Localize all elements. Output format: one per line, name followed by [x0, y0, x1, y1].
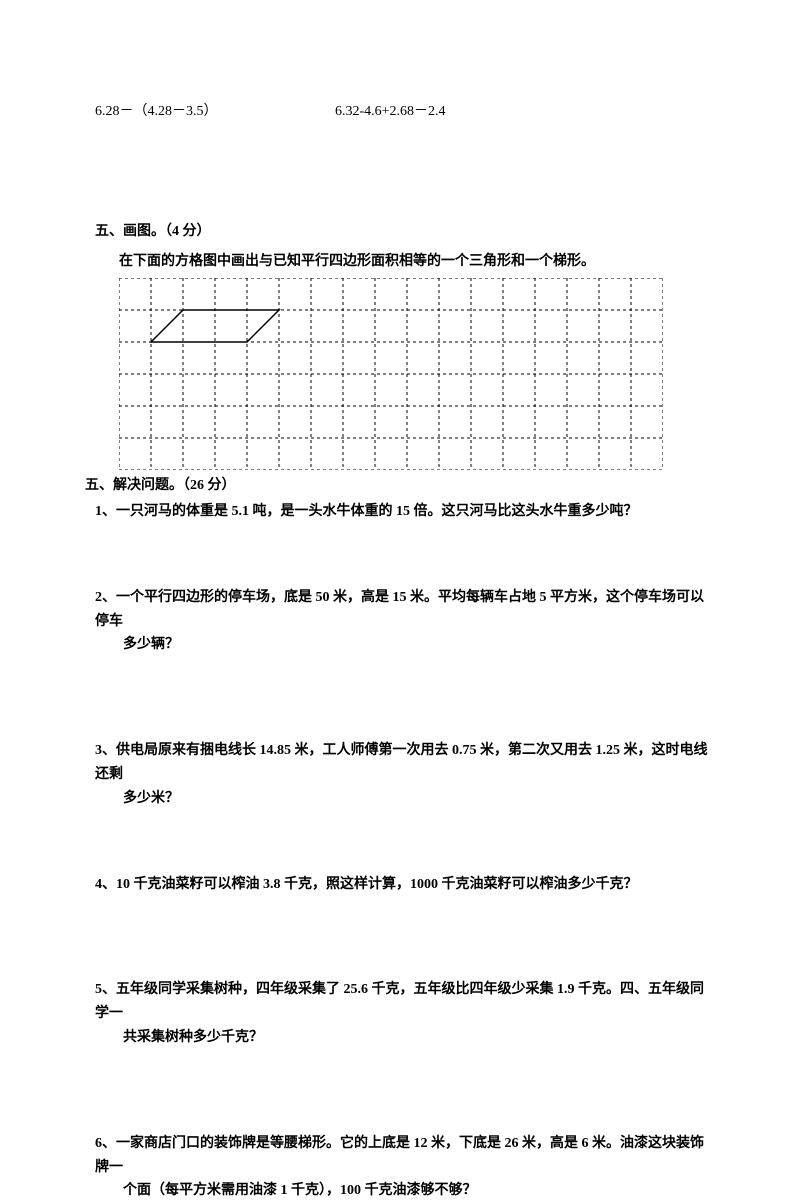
- grid-container: [119, 278, 708, 470]
- question-1: 1、一只河马的体重是 5.1 吨，是一头水牛体重的 15 倍。这只河马比这头水牛…: [95, 500, 708, 524]
- spacing: [95, 538, 708, 586]
- question-text: 3、供电局原来有捆电线长 14.85 米，工人师傅第一次用去 0.75 米，第二…: [95, 739, 708, 787]
- questions-container: 1、一只河马的体重是 5.1 吨，是一头水牛体重的 15 倍。这只河马比这头水牛…: [95, 500, 708, 1203]
- spacing: [95, 910, 708, 978]
- grid-diagram: [119, 278, 663, 470]
- question-4: 4、10 千克油菜籽可以榨油 3.8 千克，照这样计算，1000 千克油菜籽可以…: [95, 873, 708, 897]
- question-text: 2、一个平行四边形的停车场，底是 50 米，高是 15 米。平均每辆车占地 5 …: [95, 586, 708, 634]
- section-draw-instruction: 在下面的方格图中画出与已知平行四边形面积相等的一个三角形和一个梯形。: [119, 250, 708, 270]
- expression-right: 6.32-4.6+2.68－2.4: [335, 100, 446, 120]
- spacing: [95, 671, 708, 739]
- section-solve-header: 五、解决问题。（26 分）: [85, 474, 708, 494]
- question-text-cont: 多少米？: [95, 787, 708, 811]
- question-3: 3、供电局原来有捆电线长 14.85 米，工人师傅第一次用去 0.75 米，第二…: [95, 739, 708, 810]
- question-text-cont: 共采集树种多少千克？: [95, 1026, 708, 1050]
- question-5: 5、五年级同学采集树种，四年级采集了 25.6 千克，五年级比四年级少采集 1.…: [95, 978, 708, 1049]
- expression-left: 6.28－（4.28－3.5）: [95, 100, 335, 120]
- question-6: 6、一家商店门口的装饰牌是等腰梯形。它的上底是 12 米，下底是 26 米，高是…: [95, 1132, 708, 1203]
- question-text: 6、一家商店门口的装饰牌是等腰梯形。它的上底是 12 米，下底是 26 米，高是…: [95, 1132, 708, 1180]
- spacing: [95, 825, 708, 873]
- question-2: 2、一个平行四边形的停车场，底是 50 米，高是 15 米。平均每辆车占地 5 …: [95, 586, 708, 657]
- question-text-cont: 个面（每平方米需用油漆 1 千克），100 千克油漆够不够？: [95, 1179, 708, 1203]
- question-text-cont: 多少辆？: [95, 633, 708, 657]
- expression-row: 6.28－（4.28－3.5） 6.32-4.6+2.68－2.4: [95, 100, 708, 120]
- question-text: 1、一只河马的体重是 5.1 吨，是一头水牛体重的 15 倍。这只河马比这头水牛…: [95, 500, 708, 524]
- section-draw-header: 五、画图。（4 分）: [95, 220, 708, 240]
- question-text: 4、10 千克油菜籽可以榨油 3.8 千克，照这样计算，1000 千克油菜籽可以…: [95, 873, 708, 897]
- question-text: 5、五年级同学采集树种，四年级采集了 25.6 千克，五年级比四年级少采集 1.…: [95, 978, 708, 1026]
